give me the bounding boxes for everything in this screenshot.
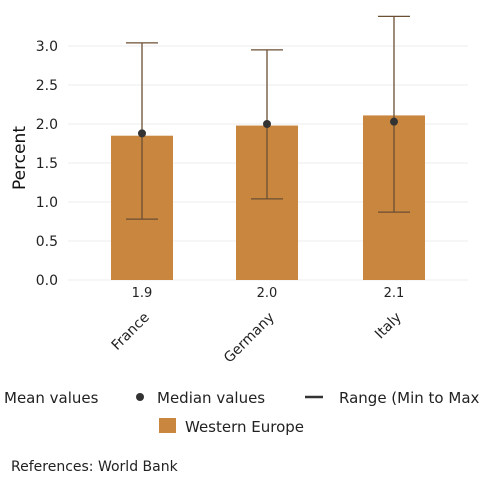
legend-mean-label: Mean values — [4, 389, 99, 407]
legend-group-swatch — [159, 418, 176, 433]
median-point-italy — [390, 117, 398, 126]
data-label-germany: 2.0 — [257, 286, 278, 301]
y-tick-label: 3.0 — [36, 39, 58, 55]
data-labels: 1.9 2.0 2.1 — [132, 286, 405, 301]
y-tick-label: 1.0 — [36, 195, 58, 211]
y-tick-label: 2.5 — [36, 78, 58, 94]
x-tick-label-italy: Italy — [372, 310, 405, 343]
y-tick-label: 2.0 — [36, 117, 58, 133]
data-label-italy: 2.1 — [384, 286, 405, 301]
median-point-germany — [263, 120, 271, 128]
bars — [111, 115, 425, 280]
y-tick-label: 0.5 — [36, 234, 58, 250]
legend-median-label: Median values — [157, 389, 265, 407]
source-note: References: World Bank — [11, 459, 179, 475]
legend-median-marker — [136, 393, 144, 401]
x-tick-label-france: France — [109, 310, 153, 354]
y-tick-label: 1.5 — [36, 156, 58, 172]
x-tick-label-germany: Germany — [221, 310, 278, 367]
data-label-france: 1.9 — [132, 286, 153, 301]
y-tick-label: 0.0 — [36, 273, 58, 289]
median-point-france — [138, 129, 146, 138]
legend: Mean values Median values Range (Min to … — [4, 389, 480, 436]
y-axis: 0.0 0.5 1.0 1.5 2.0 2.5 3.0 — [36, 39, 58, 289]
legend-group-label: Western Europe — [185, 418, 304, 436]
x-axis: France Germany Italy — [109, 310, 405, 367]
median-points — [138, 117, 398, 138]
y-axis-title: Percent — [10, 126, 30, 190]
legend-range-label: Range (Min to Max) — [339, 389, 480, 407]
